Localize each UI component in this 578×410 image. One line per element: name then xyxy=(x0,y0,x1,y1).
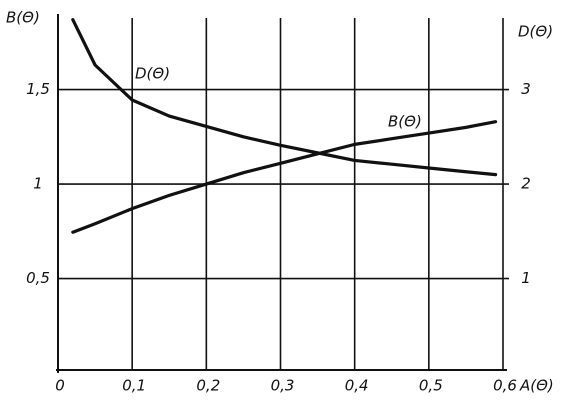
series-label: D(Θ) xyxy=(135,65,170,83)
x-tick-label: 0,1 xyxy=(122,377,146,395)
y-tick-label: 1,5 xyxy=(26,80,50,98)
y2-tick-label: 1 xyxy=(521,269,531,287)
y2-axis-label: D(Θ) xyxy=(518,23,553,41)
y-axis-label: B(Θ) xyxy=(6,9,40,27)
x-axis-label: A(Θ) xyxy=(519,377,554,395)
x-tick-label: 0,6 xyxy=(493,377,517,395)
x-tick-label: 0,3 xyxy=(271,377,295,395)
y-tick-label: 1 xyxy=(33,175,43,193)
x-tick-label: 0,5 xyxy=(419,377,443,395)
series-label: B(Θ) xyxy=(388,113,422,131)
y2-tick-label: 2 xyxy=(521,175,531,193)
x-tick-label: 0 xyxy=(55,377,65,395)
line-series xyxy=(71,120,498,234)
x-tick-label: 0,4 xyxy=(345,377,369,395)
y2-tick-label: 3 xyxy=(521,80,531,98)
y-tick-label: 0,5 xyxy=(26,269,50,287)
line-series xyxy=(71,18,498,177)
x-tick-label: 0,2 xyxy=(196,377,220,395)
